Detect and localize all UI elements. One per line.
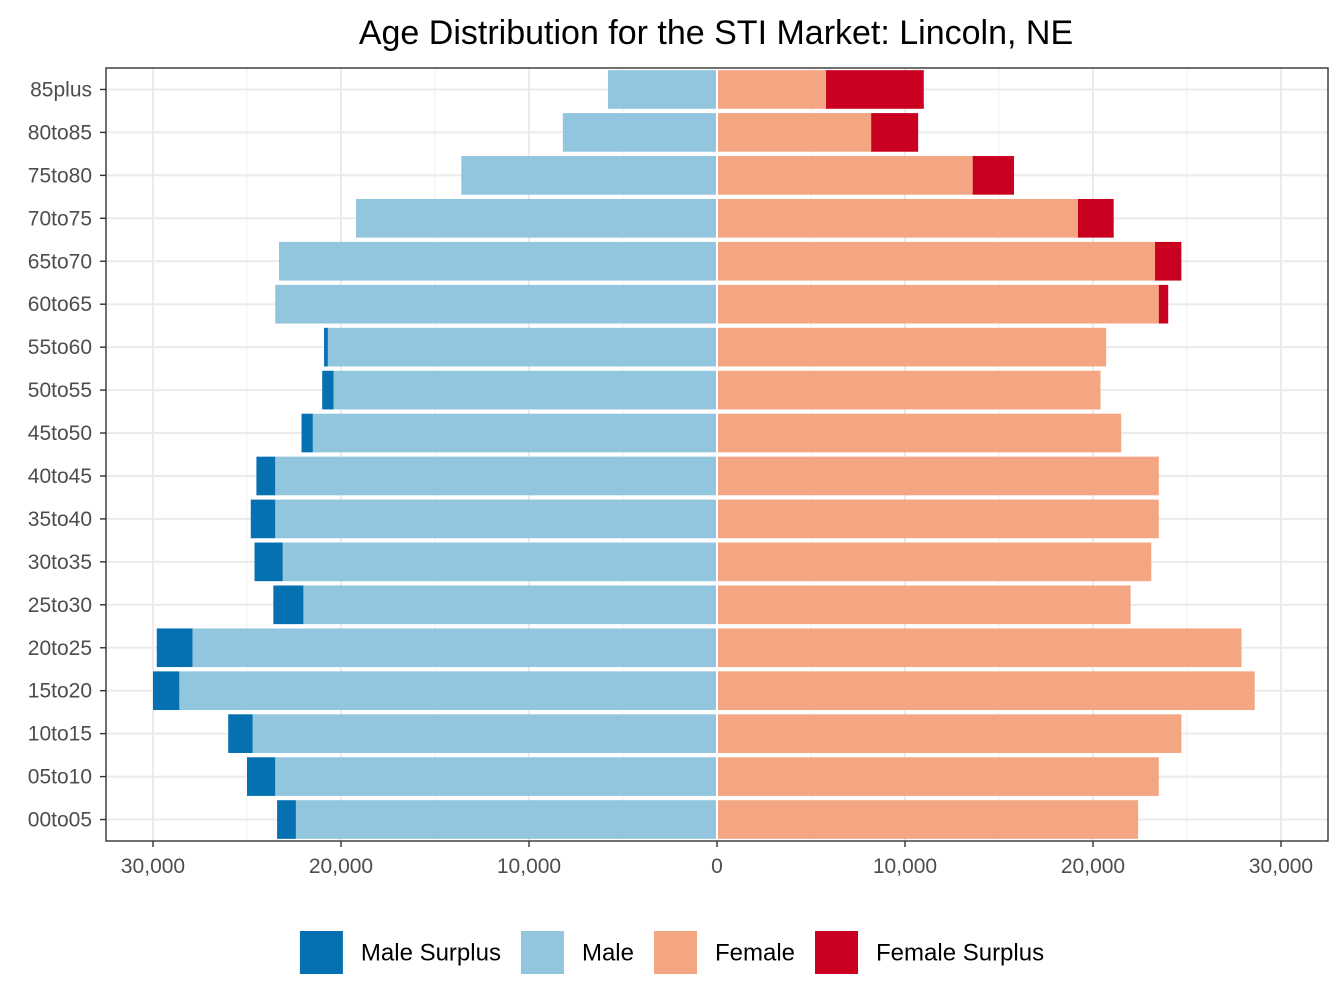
- bar-male-05to10: [275, 757, 717, 796]
- y-tick-label: 80to85: [28, 121, 92, 144]
- bar-female-00to05: [717, 800, 1139, 839]
- x-tick-label: 10,000: [873, 855, 937, 878]
- y-tick-label: 00to05: [28, 809, 92, 832]
- bar-female-20to25: [717, 628, 1242, 668]
- bar-female-80to85: [717, 113, 872, 152]
- bar-female-45to50: [717, 413, 1122, 453]
- y-axis: 00to05 05to10 10to15 15to20 20to25 25to30 30to…: [28, 78, 106, 832]
- bar-male-surplus-25to30: [273, 585, 304, 625]
- bar-male-80to85: [562, 113, 717, 152]
- bar-male-65to70: [278, 241, 717, 281]
- y-tick-label: 25to30: [28, 594, 92, 617]
- y-tick-label: 30to35: [28, 551, 92, 574]
- x-tick-label: 10,000: [497, 855, 561, 878]
- legend-key-female: [653, 931, 697, 974]
- bar-male-35to40: [275, 499, 717, 539]
- bar-female-60to65: [717, 284, 1159, 324]
- legend-label: Male Surplus: [361, 940, 501, 967]
- bar-male-surplus-55to60: [324, 327, 328, 367]
- bar-male-10to15: [252, 714, 717, 753]
- bar-female-surplus-85plus: [826, 70, 924, 109]
- y-tick-label: 60to65: [28, 293, 92, 316]
- bar-male-30to35: [282, 542, 717, 582]
- bar-female-35to40: [717, 499, 1159, 539]
- bar-female-surplus-65to70: [1155, 241, 1182, 281]
- bar-female-05to10: [717, 757, 1159, 796]
- bars: [153, 70, 1255, 839]
- bar-male-20to25: [192, 628, 718, 668]
- bar-female-55to60: [717, 327, 1107, 367]
- bar-male-surplus-10to15: [228, 714, 253, 753]
- bar-female-70to75: [717, 198, 1078, 238]
- bar-male-60to65: [275, 284, 717, 324]
- y-tick-label: 40to45: [28, 465, 92, 488]
- bar-female-surplus-60to65: [1158, 284, 1169, 324]
- bar-male-surplus-40to45: [256, 456, 276, 496]
- y-tick-label: 70to75: [28, 207, 92, 230]
- bar-male-45to50: [312, 413, 717, 453]
- bar-female-50to55: [717, 370, 1101, 410]
- bar-male-00to05: [295, 800, 717, 839]
- bar-male-surplus-20to25: [156, 628, 193, 668]
- bar-female-65to70: [717, 241, 1156, 281]
- x-tick-label: 30,000: [1249, 855, 1313, 878]
- legend-label: Female Surplus: [876, 940, 1044, 967]
- bar-male-75to80: [461, 156, 717, 195]
- y-tick-label: 50to55: [28, 379, 92, 402]
- y-tick-label: 05to10: [28, 766, 92, 789]
- y-tick-label: 10to15: [28, 723, 92, 746]
- y-tick-label: 85plus: [30, 78, 92, 101]
- y-tick-label: 45to50: [28, 422, 92, 445]
- bar-male-85plus: [607, 70, 717, 109]
- x-tick-label: 20,000: [309, 855, 373, 878]
- chart-title: Age Distribution for the STI Market: Lin…: [359, 14, 1073, 52]
- bar-female-15to20: [717, 671, 1255, 711]
- legend-key-male: [520, 931, 564, 974]
- legend: Male Surplus Male Female Female Surplus: [299, 931, 1044, 974]
- bar-male-40to45: [275, 456, 717, 496]
- y-tick-label: 55to60: [28, 336, 92, 359]
- legend-key-male-surplus: [299, 931, 343, 974]
- bar-male-surplus-15to20: [153, 671, 180, 711]
- bar-male-55to60: [327, 327, 717, 367]
- bar-male-25to30: [303, 585, 717, 625]
- bar-female-40to45: [717, 456, 1159, 496]
- bar-female-75to80: [717, 156, 973, 195]
- legend-label: Male: [582, 940, 634, 967]
- y-tick-label: 65to70: [28, 250, 92, 273]
- x-axis: 30,000 20,000 10,000 0 10,000 20,000 30,000: [121, 841, 1313, 878]
- x-tick-label: 0: [711, 855, 723, 878]
- legend-key-female-surplus: [815, 931, 859, 974]
- bar-male-50to55: [333, 370, 717, 410]
- x-tick-label: 30,000: [121, 855, 185, 878]
- bar-male-surplus-30to35: [254, 542, 283, 582]
- bar-male-surplus-05to10: [247, 757, 276, 796]
- bar-female-30to35: [717, 542, 1152, 582]
- bar-female-25to30: [717, 585, 1131, 625]
- bar-male-surplus-45to50: [301, 413, 313, 453]
- bar-male-surplus-35to40: [250, 499, 276, 539]
- bar-male-70to75: [356, 198, 717, 238]
- bar-male-surplus-00to05: [277, 800, 296, 839]
- bar-female-10to15: [717, 714, 1182, 753]
- y-tick-label: 20to25: [28, 637, 92, 660]
- bar-female-85plus: [717, 70, 827, 109]
- y-tick-label: 75to80: [28, 164, 92, 187]
- bar-female-surplus-75to80: [972, 156, 1015, 195]
- bar-female-surplus-70to75: [1077, 198, 1114, 238]
- x-tick-label: 20,000: [1061, 855, 1125, 878]
- y-tick-label: 15to20: [28, 680, 92, 703]
- bar-male-15to20: [179, 671, 717, 711]
- legend-label: Female: [715, 940, 795, 967]
- y-tick-label: 35to40: [28, 508, 92, 531]
- bar-female-surplus-80to85: [871, 113, 919, 152]
- bar-male-surplus-50to55: [322, 370, 334, 410]
